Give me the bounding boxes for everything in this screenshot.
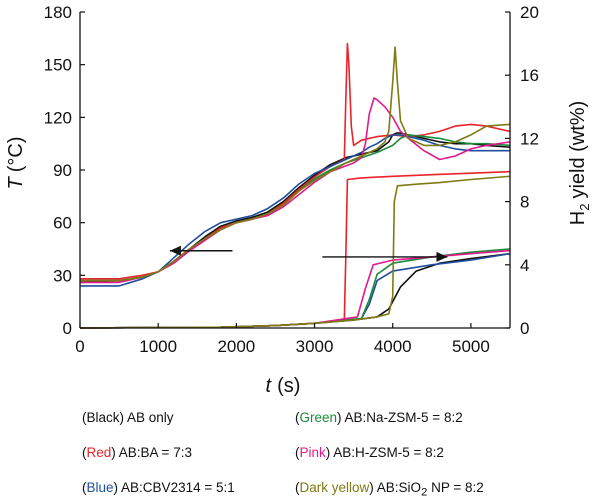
yield-series-line-0: [79, 252, 511, 329]
y-right-axis-title: H2yield (wt%): [567, 101, 592, 225]
legend-item-dark-yellow: (Dark yellow) AB:SiO2 NP = 8:2: [295, 480, 484, 499]
x-tick-label: 3000: [296, 337, 334, 356]
yield-series-line-3: [79, 248, 511, 329]
arrow-head: [436, 251, 448, 262]
yield-series-line-5: [79, 175, 511, 329]
y-left-tick-label: 90: [53, 161, 72, 180]
y-left-tick-label: 30: [53, 266, 72, 285]
legend: (Black) AB only (Green) AB:Na-ZSM-5 = 8:…: [82, 408, 582, 499]
chart: 0 1000 2000 3000 4000 5000 0 30 60 90 120 150 180 0 4 8…: [5, 3, 592, 397]
temperature-series-line-0: [79, 132, 511, 284]
y-right-tick-label: 20: [520, 3, 539, 22]
direction-arrow-yield: [322, 251, 448, 262]
legend-text: AB:Na-ZSM-5 = 8:2: [344, 410, 463, 425]
legend-color-name: Black: [86, 410, 120, 425]
legend-text: AB only: [127, 410, 174, 425]
legend-color-name: Green: [299, 410, 338, 425]
y-right-tick-label: 0: [520, 319, 529, 338]
legend-text: AB:CBV2314 = 5:1: [121, 480, 235, 495]
x-tick-label: 0: [75, 337, 84, 356]
y-left-tick-label: 60: [53, 214, 72, 233]
y-right-tick-label: 16: [520, 66, 539, 85]
temperature-series-line-3: [80, 134, 511, 282]
legend-color-name: Blue: [86, 480, 114, 495]
legend-item-pink: (Pink) AB:H-ZSM-5 = 8:2: [295, 445, 444, 460]
x-axis-title: t (s): [266, 375, 301, 397]
y-left-axis-title: T(°C): [5, 137, 27, 190]
y-left-tick-label: 180: [44, 3, 72, 22]
x-tick-label: 1000: [139, 337, 177, 356]
legend-text: AB:SiO: [376, 480, 422, 495]
temperature-series-line-1: [80, 42, 511, 280]
y-left-tick-label: 0: [63, 319, 72, 338]
y-right-tick-label: 8: [520, 193, 529, 212]
legend-color-name: Dark yellow: [299, 480, 370, 495]
legend-item-green: (Green) AB:Na-ZSM-5 = 8:2: [295, 410, 463, 425]
y-left-tick-label: 120: [44, 108, 72, 127]
y-right-tick-label: 12: [520, 129, 539, 148]
arrow-head: [169, 245, 181, 256]
temperature-series-line-2: [80, 134, 510, 287]
legend-item-black: (Black) AB only: [82, 410, 174, 425]
legend-text: AB:BA = 7:3: [118, 445, 192, 460]
legend-text-tail: NP = 8:2: [427, 480, 484, 495]
x-tick-label: 2000: [217, 337, 255, 356]
y-right-tick-label: 4: [520, 256, 529, 275]
y-left-tick-label: 150: [44, 56, 72, 75]
direction-arrow-temperature: [169, 245, 233, 256]
x-tick-label: 4000: [374, 337, 412, 356]
legend-text: AB:H-ZSM-5 = 8:2: [333, 445, 444, 460]
legend-item-red: (Red) AB:BA = 7:3: [82, 445, 192, 460]
legend-subscript: 2: [421, 486, 428, 499]
yield-series-line-2: [79, 252, 511, 329]
legend-color-name: Red: [86, 445, 112, 460]
legend-color-name: Pink: [299, 445, 326, 460]
legend-item-blue: (Blue) AB:CBV2314 = 5:1: [82, 480, 235, 495]
x-tick-label: 5000: [452, 337, 490, 356]
temperature-series-line-5: [80, 46, 511, 282]
